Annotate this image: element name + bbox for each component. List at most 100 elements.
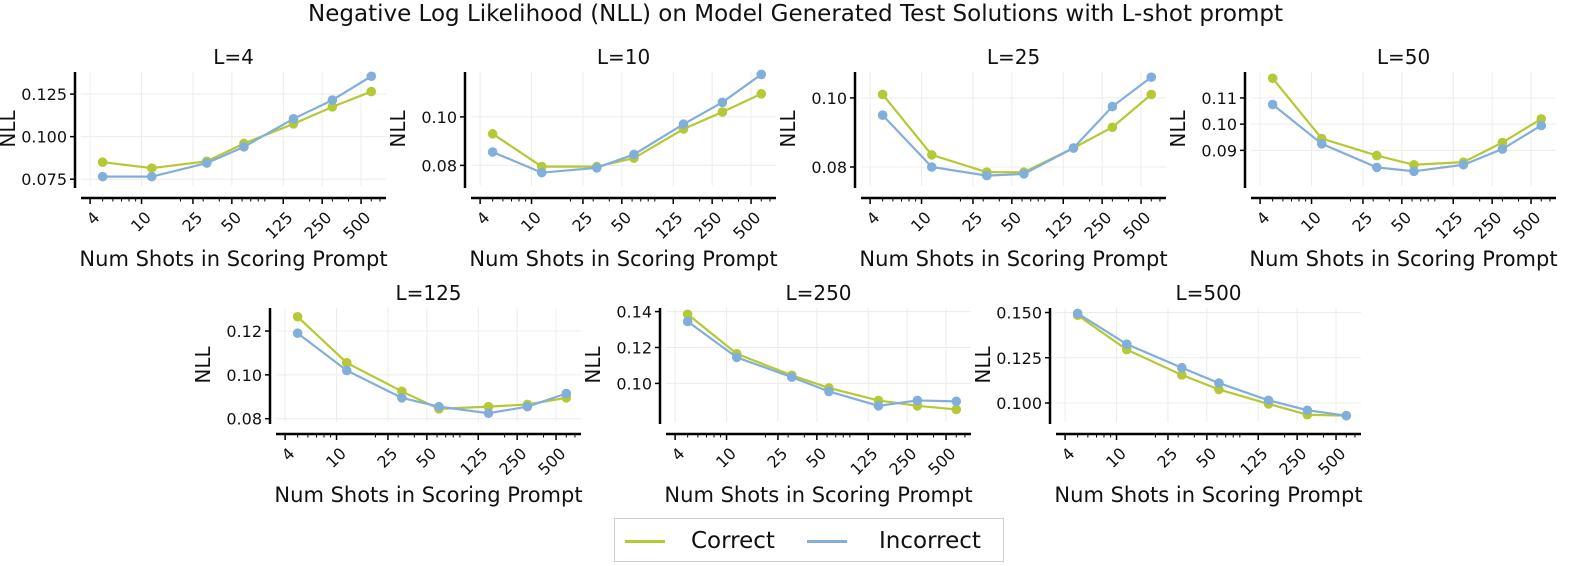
x-tick-label: 250 bbox=[690, 208, 725, 243]
y-axis-label: NLL bbox=[776, 110, 800, 148]
y-axis-label: NLL bbox=[581, 346, 605, 384]
data-point-correct bbox=[717, 107, 728, 117]
data-point-incorrect bbox=[202, 158, 212, 168]
y-axis-label: NLL bbox=[386, 110, 410, 148]
x-tick-label: 250 bbox=[1275, 444, 1310, 479]
y-axis-label: NLL bbox=[971, 346, 995, 384]
series-line-incorrect bbox=[492, 73, 762, 174]
data-point-incorrect bbox=[1341, 410, 1352, 421]
data-point-incorrect bbox=[292, 328, 303, 339]
y-tick-label: 0.100 bbox=[21, 128, 67, 147]
data-point-incorrect bbox=[1536, 120, 1547, 131]
data-point-incorrect bbox=[1177, 362, 1187, 373]
x-tick-label: 4 bbox=[1058, 444, 1079, 465]
legend-entry-correct: Correct bbox=[625, 519, 805, 563]
x-tick-label: 250 bbox=[1080, 208, 1115, 243]
data-point-correct bbox=[397, 386, 407, 397]
x-tick-label: 10 bbox=[907, 208, 935, 236]
data-point-incorrect bbox=[982, 170, 992, 181]
data-point-correct bbox=[1267, 73, 1278, 84]
x-tick-label: 500 bbox=[339, 208, 374, 243]
legend-swatch-correct bbox=[625, 540, 665, 543]
y-tick-label: 0.12 bbox=[226, 322, 262, 341]
data-point-incorrect bbox=[1068, 143, 1079, 153]
x-tick-label: 50 bbox=[802, 444, 830, 472]
x-tick-label: 500 bbox=[924, 444, 959, 479]
legend-label-incorrect: Incorrect bbox=[879, 528, 981, 554]
data-point-incorrect bbox=[678, 119, 689, 129]
data-point-incorrect bbox=[1372, 162, 1382, 173]
x-tick-label: 250 bbox=[495, 444, 530, 479]
data-point-correct bbox=[341, 358, 352, 368]
data-point-incorrect bbox=[1107, 101, 1118, 112]
data-point-incorrect bbox=[1409, 166, 1419, 177]
data-point-incorrect bbox=[912, 395, 923, 406]
data-point-incorrect bbox=[717, 97, 728, 108]
y-axis-label: NLL bbox=[191, 346, 215, 384]
data-point-correct bbox=[146, 163, 157, 173]
subplot-title: L=250 bbox=[785, 281, 851, 305]
x-tick-label: 250 bbox=[1470, 208, 1505, 243]
x-tick-label: 250 bbox=[300, 208, 335, 243]
subplot-title: L=50 bbox=[1377, 45, 1430, 69]
x-tick-label: 50 bbox=[1192, 444, 1220, 472]
data-point-incorrect bbox=[592, 163, 602, 173]
subplot-title: L=10 bbox=[597, 45, 650, 69]
subplot-7: 0.100 0.125 0.150 4 10 25 50 125 250 500 L=500 Num … bbox=[971, 281, 1363, 507]
data-point-incorrect bbox=[877, 110, 888, 120]
series-line-incorrect bbox=[102, 75, 372, 178]
x-tick-label: 4 bbox=[863, 208, 884, 229]
data-point-incorrect bbox=[327, 95, 338, 105]
legend-swatch-incorrect bbox=[807, 540, 847, 543]
data-point-correct bbox=[292, 311, 303, 322]
x-tick-label: 25 bbox=[763, 444, 791, 472]
data-point-incorrect bbox=[341, 365, 352, 376]
data-point-correct bbox=[1146, 89, 1157, 100]
x-tick-label: 125 bbox=[847, 444, 882, 479]
x-tick-label: 25 bbox=[1348, 208, 1376, 236]
y-tick-label: 0.08 bbox=[226, 410, 262, 429]
y-axis-label: NLL bbox=[0, 110, 20, 148]
x-tick-label: 25 bbox=[568, 208, 596, 236]
data-point-incorrect bbox=[1458, 159, 1469, 170]
data-point-correct bbox=[951, 404, 962, 415]
x-axis-label: Num Shots in Scoring Prompt bbox=[274, 483, 582, 507]
data-point-incorrect bbox=[483, 408, 494, 419]
subplot-6: 0.10 0.12 0.14 4 10 25 50 125 250 500 L=250 Num Sho… bbox=[581, 281, 973, 507]
series-line-incorrect bbox=[686, 320, 957, 407]
x-tick-label: 250 bbox=[885, 444, 920, 479]
x-tick-label: 500 bbox=[729, 208, 764, 243]
x-tick-label: 500 bbox=[534, 444, 569, 479]
data-point-incorrect bbox=[1121, 339, 1132, 349]
data-point-incorrect bbox=[787, 372, 797, 382]
data-point-incorrect bbox=[1263, 395, 1274, 406]
x-tick-label: 10 bbox=[1102, 444, 1130, 472]
x-axis-label: Num Shots in Scoring Prompt bbox=[664, 483, 972, 507]
y-tick-label: 0.10 bbox=[421, 108, 457, 127]
x-tick-label: 50 bbox=[217, 208, 245, 236]
y-tick-label: 0.14 bbox=[616, 303, 652, 322]
data-point-incorrect bbox=[873, 401, 884, 411]
x-tick-label: 50 bbox=[412, 444, 440, 472]
data-point-incorrect bbox=[239, 142, 249, 152]
y-tick-label: 0.08 bbox=[421, 156, 457, 175]
x-tick-label: 4 bbox=[473, 208, 494, 229]
data-point-incorrect bbox=[561, 388, 572, 399]
data-point-incorrect bbox=[1267, 99, 1278, 110]
x-tick-label: 4 bbox=[83, 208, 104, 229]
data-point-correct bbox=[1107, 122, 1118, 133]
legend: Correct Incorrect bbox=[614, 518, 1004, 562]
x-tick-label: 10 bbox=[127, 208, 155, 236]
y-tick-label: 0.11 bbox=[1201, 89, 1237, 108]
series-line-incorrect bbox=[1077, 312, 1347, 417]
subplot-title: L=125 bbox=[395, 281, 461, 305]
x-tick-label: 500 bbox=[1119, 208, 1154, 243]
data-point-incorrect bbox=[366, 71, 377, 82]
y-tick-label: 0.10 bbox=[226, 366, 262, 385]
x-tick-label: 125 bbox=[1042, 208, 1077, 243]
x-tick-label: 125 bbox=[652, 208, 687, 243]
data-point-incorrect bbox=[731, 352, 742, 363]
figure-title: Negative Log Likelihood (NLL) on Model G… bbox=[308, 1, 1283, 27]
data-point-incorrect bbox=[434, 401, 444, 412]
